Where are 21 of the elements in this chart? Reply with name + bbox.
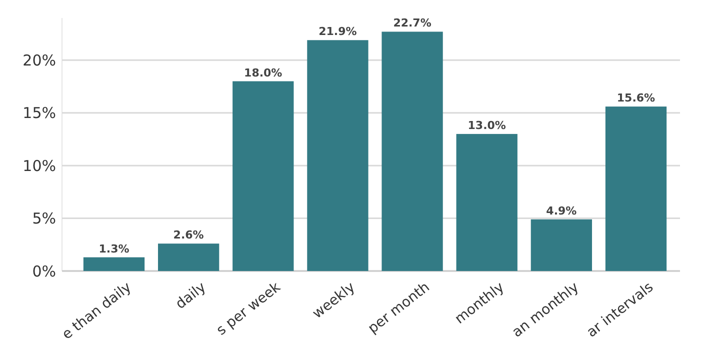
data-label: 13.0% xyxy=(468,118,506,132)
bar xyxy=(530,219,592,271)
data-label: 2.6% xyxy=(173,228,204,242)
bar xyxy=(83,257,145,271)
bar xyxy=(158,244,220,271)
bar xyxy=(307,40,368,271)
bar xyxy=(605,106,667,271)
bar xyxy=(456,134,518,271)
y-tick-label: 15% xyxy=(22,104,56,122)
data-label: 15.6% xyxy=(616,92,656,105)
data-label: 21.9% xyxy=(318,25,357,38)
data-label: 22.7% xyxy=(393,16,432,30)
y-tick-label: 10% xyxy=(22,156,56,175)
data-label: 1.3% xyxy=(98,242,130,256)
data-label: 4.9% xyxy=(546,204,577,218)
data-label: 18.0% xyxy=(244,66,282,80)
y-tick-label: 20% xyxy=(22,51,56,70)
bar xyxy=(232,81,294,271)
y-tick-label: 5% xyxy=(32,210,56,228)
y-tick-label: 0% xyxy=(32,262,56,280)
bar xyxy=(382,32,443,271)
